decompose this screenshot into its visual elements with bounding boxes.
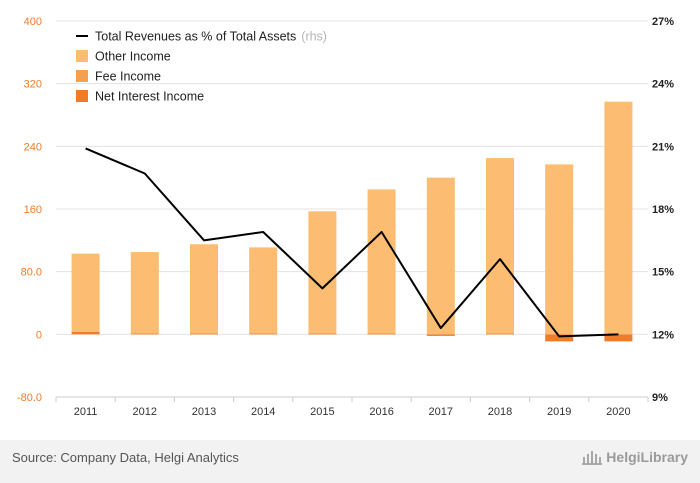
legend-label: Total Revenues as % of Total Assets <box>95 30 296 44</box>
footer: Source: Company Data, Helgi Analytics He… <box>0 440 700 483</box>
bar-other-income <box>545 164 574 335</box>
legend-square-swatch <box>76 50 88 62</box>
x-axis-tick-label: 2019 <box>547 406 571 418</box>
bar-other-income <box>486 158 514 334</box>
bar-net-interest-income <box>545 334 574 342</box>
source-note: Source: Company Data, Helgi Analytics <box>12 450 239 465</box>
building-icon <box>582 451 603 465</box>
bar-net-interest-income <box>308 333 337 335</box>
left-axis-tick-label: 160 <box>24 204 42 216</box>
x-axis-tick-label: 2016 <box>369 406 393 418</box>
legend-square-swatch <box>76 70 88 82</box>
bar-other-income <box>71 253 100 332</box>
bar-net-interest-income <box>604 334 633 342</box>
bar-other-income <box>130 252 159 334</box>
legend-unit: (rhs) <box>301 30 327 44</box>
bar-other-income <box>604 101 633 335</box>
legend-square-swatch <box>76 90 88 102</box>
x-axis-tick-label: 2017 <box>429 406 453 418</box>
x-axis-tick-label: 2020 <box>606 406 630 418</box>
legend: Total Revenues as % of Total Assets (rhs)… <box>76 30 327 104</box>
bars <box>71 101 633 342</box>
right-axis-tick-label: 18% <box>652 204 674 216</box>
right-axis-tick-label: 21% <box>652 141 674 153</box>
bar-net-interest-income <box>190 333 218 335</box>
x-axis-tick-label: 2015 <box>310 406 334 418</box>
x-axis-tick-label: 2014 <box>251 406 275 418</box>
bar-net-interest-income <box>367 333 396 335</box>
right-axis-tick-label: 24% <box>652 79 674 91</box>
x-axis-tick-label: 2018 <box>488 406 512 418</box>
helgi-library-logo[interactable]: HelgiLibrary <box>582 449 688 465</box>
chart-area: -80.0 0 80.0 160 240 320 400 9% 12% 15% 18% 21% 24% 2… <box>16 16 675 418</box>
bar-net-interest-income <box>426 334 455 336</box>
left-axis-tick-label: 320 <box>24 79 42 91</box>
x-axis-tick-label: 2012 <box>133 406 157 418</box>
logo-text: HelgiLibrary <box>606 449 688 465</box>
bar-net-interest-income <box>486 333 514 335</box>
left-axis-tick-label: -80.0 <box>17 392 42 404</box>
bar-net-interest-income <box>71 331 100 335</box>
bar-other-income <box>249 247 278 334</box>
left-axis-tick-label: 240 <box>24 141 42 153</box>
bar-other-income <box>367 189 396 334</box>
legend-label: Net Interest Income <box>95 90 204 104</box>
bar-other-income <box>426 177 455 335</box>
x-axis-tick-label: 2011 <box>74 406 98 418</box>
legend-label: Fee Income <box>95 70 161 84</box>
bar-net-interest-income <box>249 333 278 335</box>
left-axis-tick-label: 0 <box>36 329 42 341</box>
chart: -80.0 0 80.0 160 240 320 400 9% 12% 15% 18% 21% 24% 2… <box>17 16 674 418</box>
line-series-path <box>85 147 619 338</box>
x-axis-tick-label: 2013 <box>192 406 216 418</box>
left-axis-tick-label: 80.0 <box>21 267 42 279</box>
right-axis-tick-label: 9% <box>652 392 668 404</box>
bar-net-interest-income <box>130 333 159 335</box>
bar-other-income <box>190 244 218 334</box>
left-axis-tick-label: 400 <box>24 16 42 28</box>
legend-label: Other Income <box>95 50 171 64</box>
right-axis-tick-label: 15% <box>652 267 674 279</box>
right-axis-tick-label: 27% <box>652 16 674 28</box>
right-axis-tick-label: 12% <box>652 329 674 341</box>
revenue-line <box>85 147 619 338</box>
bar-other-income <box>308 211 337 334</box>
axes: -80.0 0 80.0 160 240 320 400 9% 12% 15% 18% 21% 24% 2… <box>17 16 674 418</box>
